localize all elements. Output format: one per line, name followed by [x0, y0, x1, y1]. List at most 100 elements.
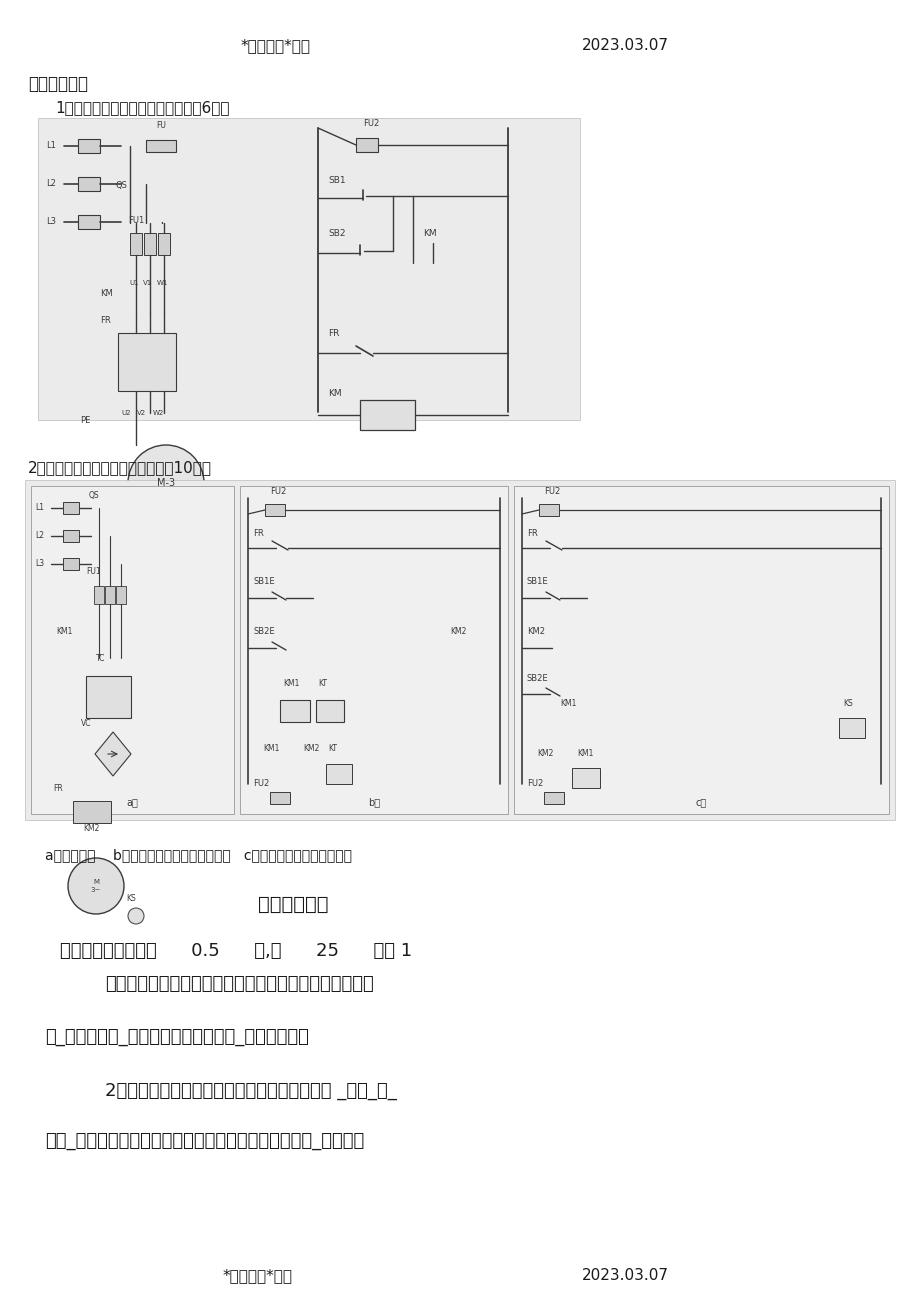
Text: FU2: FU2	[527, 779, 542, 788]
Text: L3: L3	[46, 217, 56, 227]
Text: FR: FR	[253, 529, 264, 538]
Text: L2: L2	[35, 531, 44, 540]
Polygon shape	[95, 732, 130, 776]
Text: c）: c）	[695, 797, 707, 807]
Text: KM2: KM2	[537, 749, 552, 758]
Text: PE: PE	[80, 417, 90, 424]
Bar	[572, 768, 599, 788]
Text: a）住电路？    b）以时间为原则的掌握电路，   c）以速度为原则的掌握电路: a）住电路？ b）以时间为原则的掌握电路， c）以速度为原则的掌握电路	[45, 848, 352, 862]
Text: 2023.03.07: 2023.03.07	[582, 38, 668, 53]
Text: KM1: KM1	[560, 699, 575, 708]
Bar	[316, 700, 344, 723]
Bar	[543, 792, 563, 805]
Circle shape	[128, 445, 204, 521]
Text: 2．接触器选用时，其主触点的额定工作电压应 _大于_或_: 2．接触器选用时，其主触点的额定工作电压应 _大于_或_	[105, 1082, 396, 1100]
Bar	[240, 486, 507, 814]
Bar	[356, 138, 378, 152]
Text: FR: FR	[53, 784, 62, 793]
Text: FU2: FU2	[270, 487, 286, 496]
Text: SB1E: SB1E	[253, 577, 275, 586]
Text: FU1: FU1	[85, 566, 100, 575]
Circle shape	[68, 858, 124, 914]
Bar	[118, 333, 176, 391]
Bar	[146, 141, 176, 152]
Text: SB2E: SB2E	[253, 628, 275, 635]
Text: 二、设计题：: 二、设计题：	[28, 76, 88, 92]
Bar	[539, 504, 559, 516]
Bar	[78, 139, 100, 154]
Text: W1: W1	[157, 280, 168, 286]
Text: U1: U1	[129, 280, 139, 286]
Bar	[78, 215, 100, 229]
Text: KT: KT	[328, 743, 336, 753]
Text: M-3: M-3	[157, 478, 175, 488]
Text: FU2: FU2	[543, 487, 560, 496]
Text: *欧阳光明*创编: *欧阳光明*创编	[241, 38, 311, 53]
Text: 等于_负载电路的电压，主触点的额定工作电流应大于或_等于负载: 等于_负载电路的电压，主触点的额定工作电流应大于或_等于负载	[45, 1131, 364, 1150]
Text: FU2: FU2	[363, 118, 379, 128]
Bar	[62, 503, 79, 514]
Text: M
3~: M 3~	[91, 879, 101, 892]
Bar	[130, 233, 142, 255]
Text: SB1E: SB1E	[527, 577, 548, 586]
Text: L3: L3	[35, 560, 44, 569]
Text: 一、填空题：〔每空      0.5      分,共      25      分〕 1: 一、填空题：〔每空 0.5 分,共 25 分〕 1	[60, 943, 412, 960]
Text: KM1: KM1	[283, 680, 299, 687]
Bar	[73, 801, 111, 823]
Text: W2: W2	[153, 410, 165, 417]
Text: FU: FU	[156, 121, 165, 130]
Bar	[25, 480, 894, 820]
Bar	[158, 233, 170, 255]
Text: 1、设计一个全压起停掌握电路。（6分）: 1、设计一个全压起停掌握电路。（6分）	[55, 100, 229, 115]
Text: KS: KS	[842, 699, 852, 708]
Text: KM2: KM2	[449, 628, 466, 635]
Text: 2、设计一个能耗制动掌握电路。（10分）: 2、设计一个能耗制动掌握电路。（10分）	[28, 460, 211, 475]
Circle shape	[128, 907, 144, 924]
Text: VC: VC	[81, 719, 91, 728]
Text: ．选择接触器时应从其工作条件动身，掌握沟通负载应选: ．选择接触器时应从其工作条件动身，掌握沟通负载应选	[105, 975, 373, 993]
Text: SB2E: SB2E	[527, 674, 548, 684]
Bar	[279, 700, 310, 723]
Text: L1: L1	[46, 142, 56, 151]
Text: KS: KS	[126, 894, 136, 904]
Text: KT: KT	[318, 680, 326, 687]
Bar	[62, 530, 79, 542]
Text: FR: FR	[100, 316, 110, 326]
Text: KM: KM	[100, 289, 113, 298]
Bar	[78, 177, 100, 191]
Bar	[265, 504, 285, 516]
Bar	[105, 586, 115, 604]
Text: L2: L2	[46, 180, 56, 189]
Text: KM2: KM2	[83, 824, 99, 833]
Bar	[38, 118, 579, 421]
Bar	[514, 486, 888, 814]
Text: QS: QS	[116, 181, 128, 190]
Text: TC: TC	[96, 654, 106, 663]
Bar	[85, 676, 130, 717]
Text: 2023.03.07: 2023.03.07	[582, 1268, 668, 1282]
Bar	[838, 717, 864, 738]
Text: a）: a）	[127, 797, 138, 807]
Bar	[94, 586, 104, 604]
Bar	[144, 233, 156, 255]
Text: FR: FR	[527, 529, 537, 538]
Text: SB2: SB2	[328, 229, 346, 238]
Text: V1: V1	[142, 280, 152, 286]
Text: b）: b）	[368, 797, 380, 807]
Text: KM1: KM1	[263, 743, 279, 753]
Text: FR: FR	[328, 329, 339, 339]
Text: 第九套题答案: 第九套题答案	[257, 894, 328, 914]
Text: *欧阳光明*创编: *欧阳光明*创编	[222, 1268, 292, 1282]
Text: QS: QS	[89, 491, 99, 500]
Bar	[359, 400, 414, 430]
Bar	[62, 559, 79, 570]
Text: 用_沟通接触器_；掌握直流负载则选用_直流接触器。: 用_沟通接触器_；掌握直流负载则选用_直流接触器。	[45, 1029, 309, 1046]
Text: FU2: FU2	[253, 779, 269, 788]
Text: FU1: FU1	[128, 216, 144, 225]
Text: KM1: KM1	[576, 749, 593, 758]
Bar	[325, 764, 352, 784]
Text: KM: KM	[423, 229, 437, 238]
Text: KM2: KM2	[302, 743, 319, 753]
Bar	[31, 486, 233, 814]
Text: V2: V2	[137, 410, 146, 417]
